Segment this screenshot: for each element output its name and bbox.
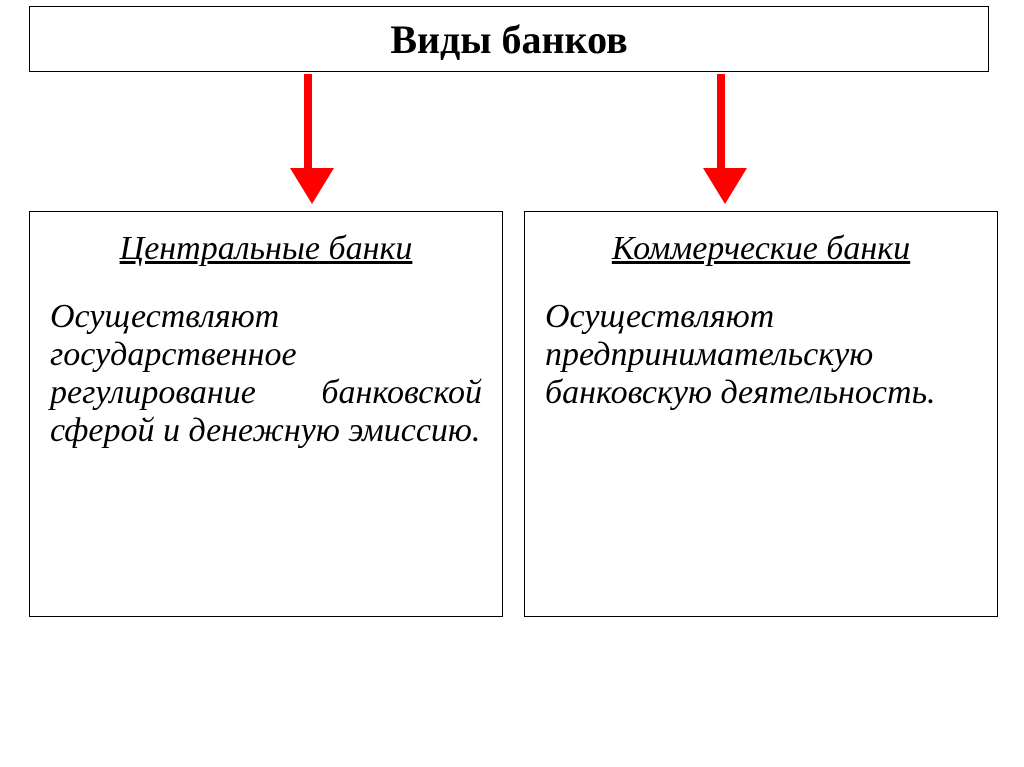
right-box: Коммерческие банки Осуществляют предприн… <box>524 211 998 617</box>
arrow-left-line <box>304 74 312 172</box>
arrow-right-line <box>717 74 725 172</box>
left-box-heading: Центральные банки <box>50 230 482 268</box>
right-box-body: Осуществляют предпринимательскую банковс… <box>545 298 977 412</box>
title-text: Виды банков <box>390 16 627 63</box>
left-box-body: Осуществляют государственное регулирован… <box>50 298 482 450</box>
title-box: Виды банков <box>29 6 989 72</box>
arrow-left-head <box>290 168 334 204</box>
arrow-right-head <box>703 168 747 204</box>
right-box-heading: Коммерческие банки <box>545 230 977 268</box>
left-box: Центральные банки Осуществляют государст… <box>29 211 503 617</box>
